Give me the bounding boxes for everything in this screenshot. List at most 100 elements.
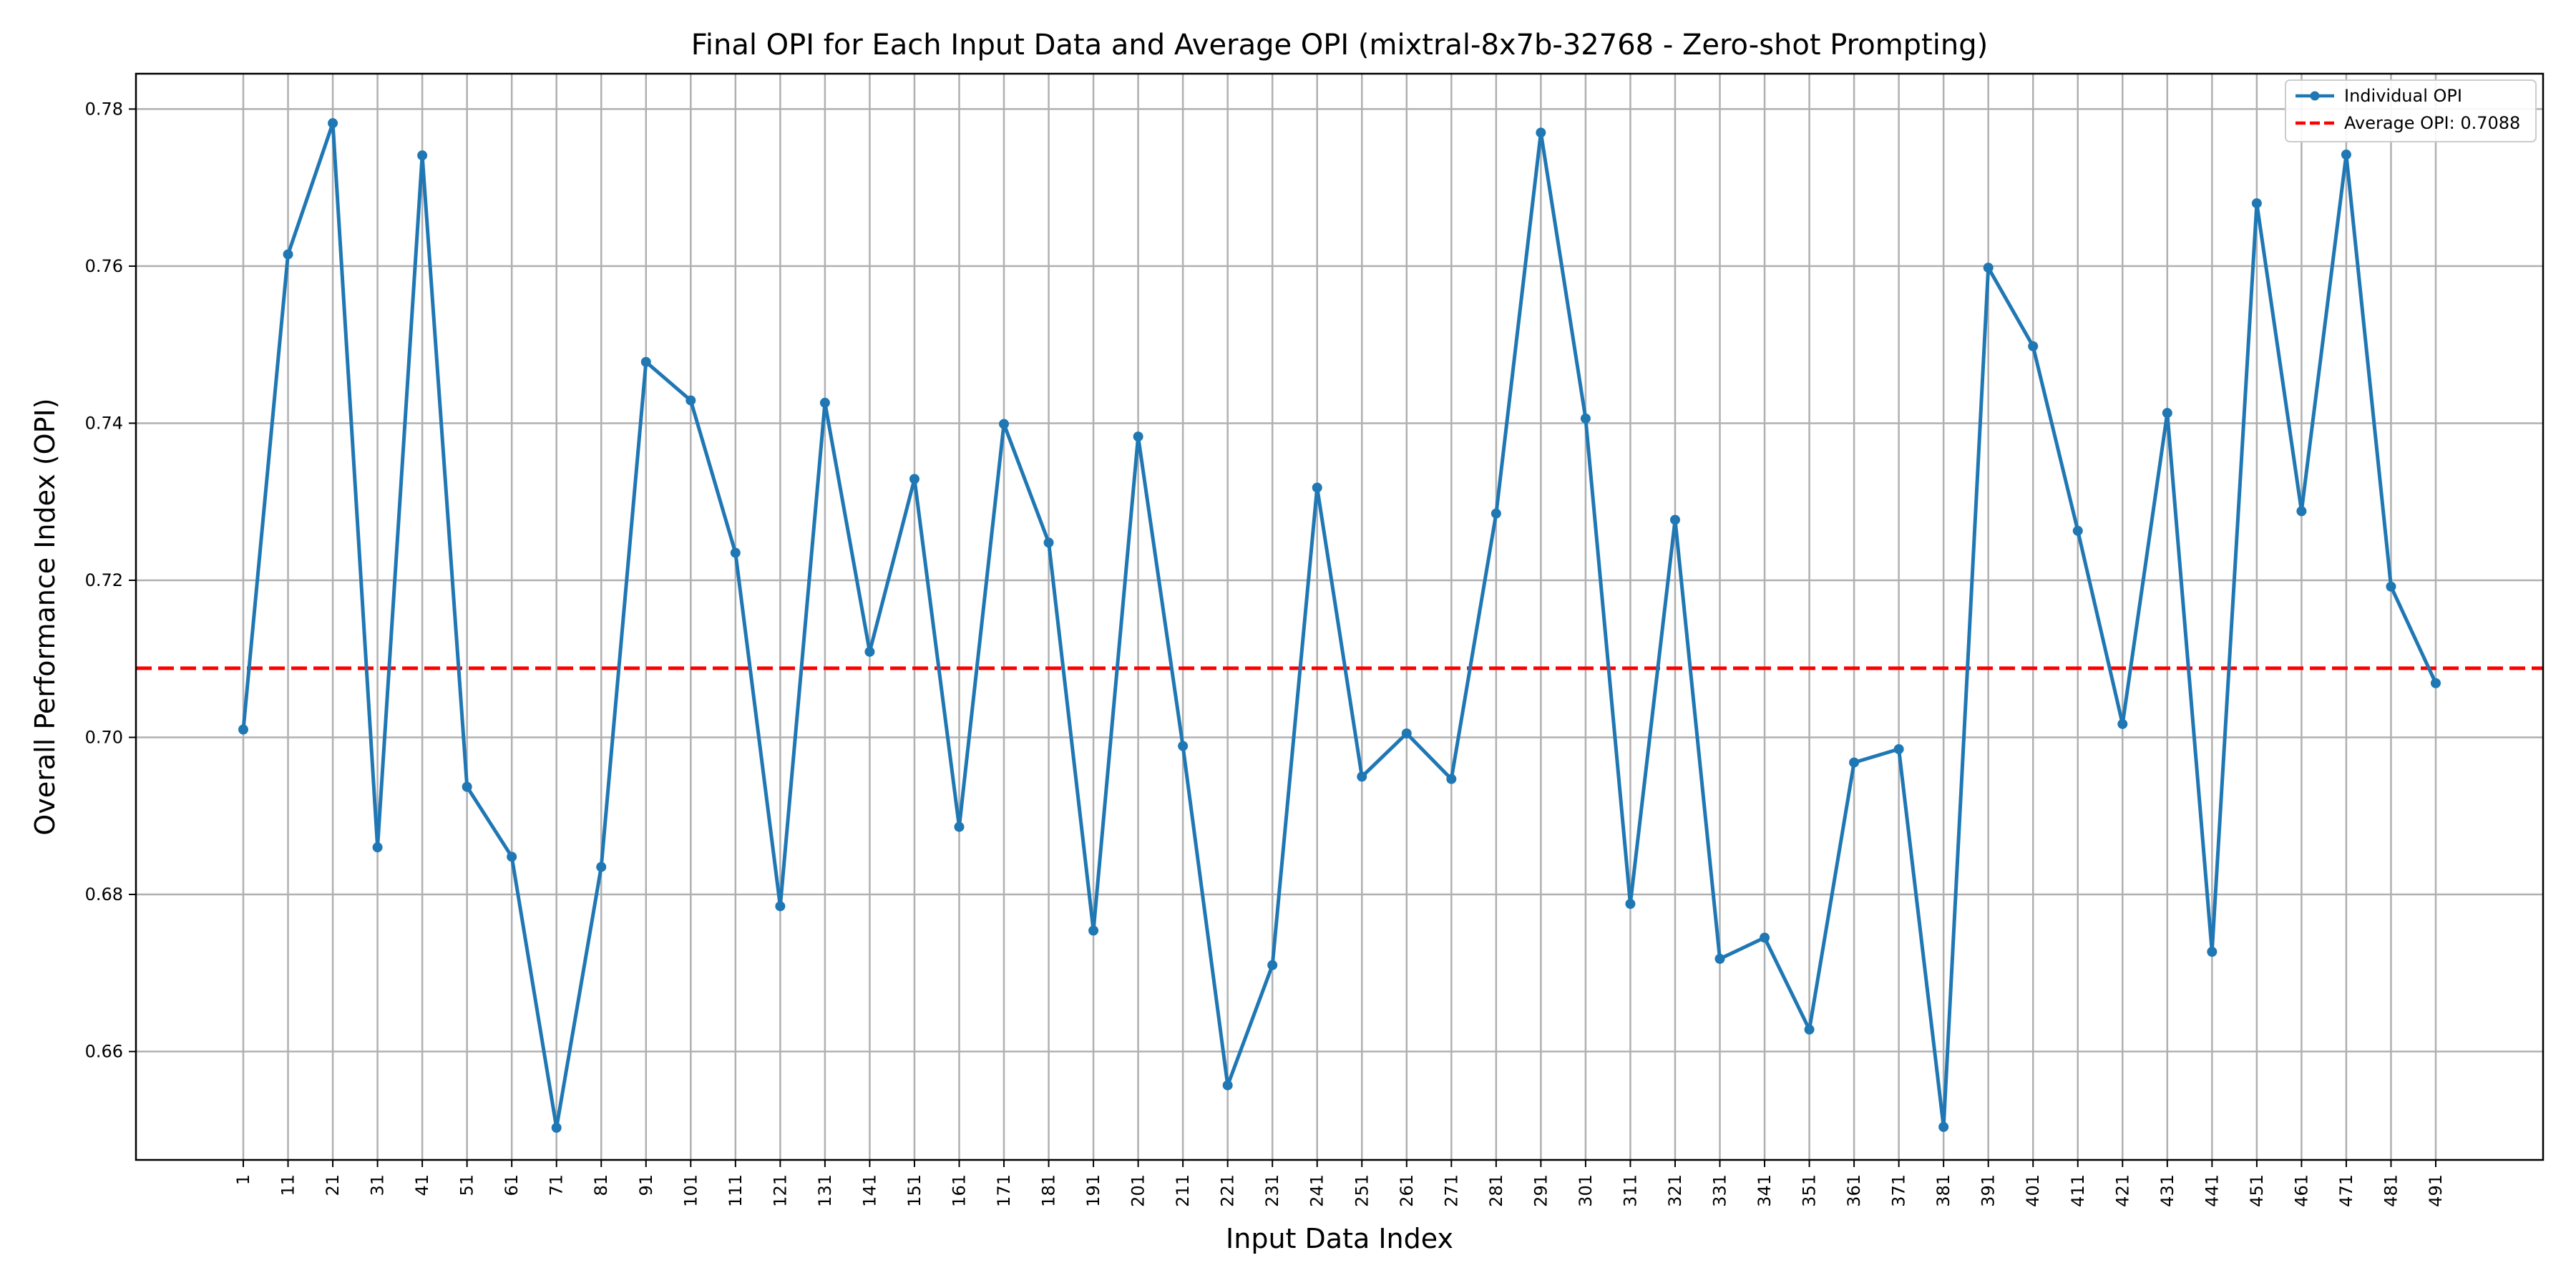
chart-title: Final OPI for Each Input Data and Averag… [691,29,1988,62]
legend-average-label: Average OPI: 0.7088 [2344,113,2520,133]
legend-box [2285,79,2537,142]
data-point [328,118,338,129]
x-tick-label: 51 [457,1174,477,1196]
x-tick-label: 401 [2023,1174,2043,1207]
data-point [1536,127,1546,138]
x-tick-label: 101 [680,1174,701,1207]
x-tick-label: 11 [278,1174,298,1196]
data-point [2386,581,2396,592]
data-point [1222,1080,1233,1091]
x-tick-label: 461 [2291,1174,2311,1207]
y-axis: 0.66 0.68 0.70 0.72 0.74 0.76 0.78 [85,99,136,1062]
data-point [1357,771,1367,782]
data-point [640,356,651,367]
data-point [372,842,383,853]
data-point [954,821,965,832]
x-tick-label: 161 [949,1174,969,1207]
data-point [775,901,786,912]
x-axis: 1 11 21 31 41 51 61 71 81 91 101 111 121 131 141 151 161… [233,1160,2446,1207]
data-point [864,646,875,657]
x-tick-label: 241 [1307,1174,1327,1207]
legend-series-marker [2310,91,2320,101]
y-tick-label: 0.76 [85,256,123,276]
series-group [238,118,2441,1133]
x-tick-label: 441 [2202,1174,2222,1207]
x-tick-label: 211 [1173,1174,1193,1207]
x-tick-label: 291 [1531,1174,1551,1207]
data-point [2028,341,2039,351]
x-tick-label: 71 [547,1174,567,1196]
x-tick-label: 281 [1486,1174,1506,1207]
data-point [730,547,741,558]
x-tick-label: 391 [1979,1174,1999,1207]
x-tick-label: 251 [1352,1174,1372,1207]
data-point [2296,506,2307,517]
data-point [909,474,919,484]
x-tick-label: 361 [1844,1174,1864,1207]
x-tick-label: 1 [233,1174,253,1185]
data-point [2341,150,2351,160]
x-tick-label: 301 [1576,1174,1596,1207]
data-point [417,150,428,161]
legend-series-label: Individual OPI [2344,86,2462,106]
data-point [596,862,607,872]
data-point [1401,728,1412,738]
data-point [1804,1024,1815,1035]
x-tick-label: 201 [1128,1174,1148,1207]
x-tick-label: 151 [904,1174,924,1207]
data-point [1267,960,1278,970]
x-tick-label: 271 [1441,1174,1461,1207]
series-line [241,121,2438,1130]
x-tick-label: 231 [1262,1174,1282,1207]
x-tick-label: 331 [1710,1174,1730,1207]
data-point [686,395,696,406]
data-point [1088,925,1099,936]
x-axis-label: Input Data Index [1226,1223,1453,1254]
x-tick-label: 181 [1039,1174,1059,1207]
x-tick-label: 341 [1755,1174,1775,1207]
data-point [1312,482,1322,493]
x-tick-label: 121 [770,1174,790,1207]
y-axis-label: Overall Performance Index (OPI) [29,398,61,835]
x-tick-label: 371 [1889,1174,1909,1207]
data-point [819,397,830,408]
data-point [1043,537,1054,548]
x-tick-label: 311 [1620,1174,1640,1207]
x-tick-label: 261 [1397,1174,1417,1207]
y-tick-label: 0.68 [85,884,123,904]
data-point [2117,718,2128,729]
data-point [1625,899,1636,909]
plot-frame [135,72,2545,1161]
data-point [1849,757,1860,768]
x-tick-label: 171 [994,1174,1014,1207]
data-point [238,724,248,735]
data-point [1669,514,1680,525]
y-tick-label: 0.72 [85,570,123,590]
x-tick-label: 21 [323,1174,343,1196]
legend: Individual OPI Average OPI: 0.7088 [2285,79,2537,142]
x-tick-label: 351 [1800,1174,1820,1207]
data-point [1580,413,1591,424]
x-tick-label: 81 [591,1174,611,1196]
data-point [1133,431,1143,442]
data-point [1760,932,1770,943]
data-point [1938,1121,1949,1132]
data-point [2251,198,2262,209]
x-tick-label: 31 [368,1174,388,1196]
x-tick-label: 141 [859,1174,879,1207]
data-point [2431,678,2441,688]
x-tick-label: 61 [502,1174,522,1196]
data-point [2072,525,2083,536]
data-point [2207,947,2218,957]
y-tick-label: 0.70 [85,727,123,747]
y-tick-label: 0.74 [85,413,123,433]
x-tick-label: 381 [1933,1174,1953,1207]
data-point [507,852,517,862]
x-tick-label: 431 [2157,1174,2177,1207]
grid [136,74,2543,1160]
data-point [1491,508,1501,519]
data-point [1983,263,1994,273]
y-tick-label: 0.66 [85,1042,123,1062]
